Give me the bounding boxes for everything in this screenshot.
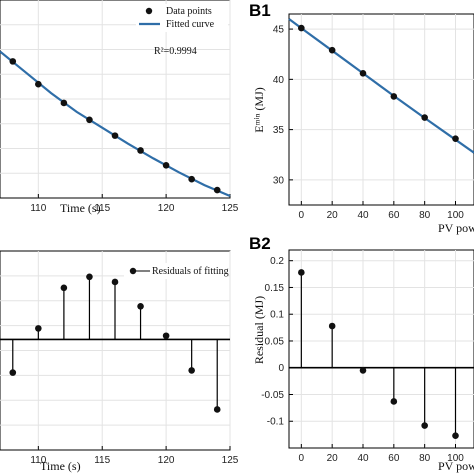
panel-b1-xtick-40: 40 bbox=[357, 210, 369, 221]
panel-b1: B1 0 20 40 60 80 100 30 35 40 45 PV pow Eᵐⁱⁿ (MJ… bbox=[249, 1, 474, 235]
panel-b2-xtick-0: 0 bbox=[299, 453, 305, 464]
panel-b1-ytick-2: 40 bbox=[273, 75, 285, 86]
panel-a1-point-3 bbox=[86, 116, 93, 124]
panel-a2-xtick-115: 115 bbox=[94, 455, 110, 466]
panel-b1-xticks: 0 20 40 60 80 100 bbox=[299, 201, 464, 221]
panel-a1-xtick-120: 120 bbox=[158, 203, 175, 214]
panel-a2-xlabel: Time (s) bbox=[40, 459, 81, 473]
panel-a2-legend: Residuals of fitting bbox=[124, 263, 229, 279]
panel-b1-ytick-1: 35 bbox=[273, 125, 285, 136]
panel-a2-stem-marker-8 bbox=[213, 406, 221, 413]
panel-a1-xtick-125: 125 bbox=[222, 203, 239, 214]
panel-a1-point-7 bbox=[188, 175, 195, 183]
legend-label-fitted-curve: Fitted curve bbox=[166, 19, 215, 30]
panel-a2-stem-marker-6 bbox=[162, 332, 170, 340]
panel-b1-xtick-80: 80 bbox=[419, 210, 431, 221]
panel-a1-xtick-115: 115 bbox=[94, 203, 110, 214]
panel-b2-xtick-60: 60 bbox=[388, 453, 400, 464]
legend-marker-residuals bbox=[129, 267, 137, 275]
panel-b1-point-3 bbox=[390, 93, 398, 100]
panel-a2-xtick-125: 125 bbox=[222, 455, 239, 466]
panel-a2-legend-box bbox=[124, 263, 228, 279]
panel-b2-stem-marker-1 bbox=[328, 322, 336, 330]
panel-a1-legend-box bbox=[136, 4, 228, 32]
panel-b2-grid bbox=[289, 250, 474, 448]
panel-b2-stem-marker-3 bbox=[390, 398, 398, 405]
panel-b2-ytick-0: -0.1 bbox=[267, 417, 285, 428]
panel-b1-ytick-0: 30 bbox=[273, 175, 285, 186]
panel-a1-point-6 bbox=[162, 162, 170, 169]
panel-b2: B2 0 20 40 60 80 100 -0.1 -0.05 0 0.05 0.1 0.15 0.2… bbox=[249, 234, 474, 473]
panel-b2-ytick-1: -0.05 bbox=[261, 390, 284, 401]
panel-a1: 110 115 120 125 Time (s) Data points Fitted… bbox=[0, 0, 239, 215]
panel-b1-fit-line bbox=[288, 18, 474, 154]
panel-b1-xtick-100: 100 bbox=[447, 210, 464, 221]
panel-b2-xticks: 0 20 40 60 80 100 bbox=[299, 444, 464, 464]
panel-b1-yticks: 30 35 40 45 bbox=[273, 25, 293, 186]
panel-b1-point-1 bbox=[328, 46, 336, 54]
panel-a1-xlabel: Time (s) bbox=[60, 201, 101, 215]
panel-a2-stem-marker-1 bbox=[35, 325, 42, 332]
panel-a1-point-1 bbox=[35, 80, 42, 88]
panel-a1-point-8 bbox=[213, 186, 221, 194]
panel-a2-stem-marker-4 bbox=[111, 278, 119, 286]
panel-a2-stem-marker-2 bbox=[60, 284, 68, 292]
legend-marker-data-points bbox=[145, 7, 153, 15]
panel-b2-ytick-6: 0.2 bbox=[270, 256, 284, 267]
panel-b2-ytick-4: 0.1 bbox=[270, 310, 284, 321]
panel-b2-ylabel: Residual (MJ) bbox=[252, 296, 266, 364]
panel-a1-r2-annotation: R²=0.9994 bbox=[154, 46, 197, 57]
panel-a1-points bbox=[9, 58, 221, 194]
panel-b2-stems bbox=[298, 269, 459, 439]
panel-b2-xtick-40: 40 bbox=[357, 453, 369, 464]
panel-b2-xlabel: PV pow bbox=[438, 459, 474, 473]
panel-b2-xtick-100: 100 bbox=[447, 453, 464, 464]
panel-b1-frame bbox=[288, 13, 474, 206]
panel-b2-xtick-20: 20 bbox=[327, 453, 339, 464]
panel-b1-label: B1 bbox=[249, 1, 271, 20]
panel-a2-stem-marker-5 bbox=[137, 302, 144, 310]
panel-a1-point-5 bbox=[137, 147, 144, 154]
panel-b2-stem-marker-5 bbox=[452, 432, 459, 439]
panel-b2-ytick-2: 0 bbox=[278, 363, 284, 374]
panel-b1-point-2 bbox=[359, 70, 367, 77]
panel-a2-stem-marker-3 bbox=[86, 273, 93, 281]
panel-b2-stem-marker-0 bbox=[298, 269, 305, 276]
panel-b1-grid bbox=[289, 14, 474, 205]
panel-a1-legend: Data points Fitted curve bbox=[136, 4, 228, 32]
panel-a2-stem-marker-7 bbox=[188, 367, 195, 374]
panel-a1-point-0 bbox=[9, 58, 17, 65]
panel-b1-ytick-3: 45 bbox=[273, 25, 285, 36]
panel-b1-point-5 bbox=[452, 135, 459, 142]
panel-a2: 110 115 120 125 Time (s) Residuals of fitti… bbox=[0, 250, 239, 473]
legend-label-residuals: Residuals of fitting bbox=[152, 266, 229, 277]
panel-b2-stem-marker-4 bbox=[421, 422, 428, 429]
panel-b2-ytick-3: 0.05 bbox=[265, 336, 285, 347]
panel-a1-xticks: 110 115 120 125 bbox=[30, 194, 239, 214]
panel-b2-ytick-5: 0.15 bbox=[265, 283, 285, 294]
panel-b1-xtick-60: 60 bbox=[388, 210, 400, 221]
panel-b2-frame bbox=[288, 249, 474, 449]
legend-label-data-points: Data points bbox=[166, 6, 212, 17]
panel-b1-points bbox=[298, 24, 459, 142]
panel-b1-point-0 bbox=[298, 24, 305, 32]
panel-a1-point-2 bbox=[60, 99, 68, 107]
panel-b1-ylabel: Eᵐⁱⁿ (MJ) bbox=[252, 87, 266, 132]
panel-b2-label: B2 bbox=[249, 234, 271, 253]
panel-b1-point-4 bbox=[421, 114, 428, 121]
panel-b2-xtick-80: 80 bbox=[419, 453, 431, 464]
panel-a2-xticks: 110 115 120 125 bbox=[30, 446, 239, 466]
panel-a1-xtick-110: 110 bbox=[30, 203, 46, 214]
panel-b1-xlabel: PV pow bbox=[438, 221, 474, 235]
panel-a2-stem-marker-0 bbox=[9, 369, 17, 376]
panel-a2-xtick-110: 110 bbox=[30, 455, 46, 466]
panel-b2-stem-marker-2 bbox=[359, 367, 367, 374]
panel-a2-xtick-120: 120 bbox=[158, 455, 175, 466]
panel-a2-stems bbox=[9, 273, 221, 413]
panel-b1-xtick-0: 0 bbox=[299, 210, 305, 221]
panel-b1-xtick-20: 20 bbox=[327, 210, 339, 221]
panel-a1-point-4 bbox=[111, 132, 119, 139]
panel-b2-yticks: -0.1 -0.05 0 0.05 0.1 0.15 0.2 bbox=[261, 256, 293, 428]
